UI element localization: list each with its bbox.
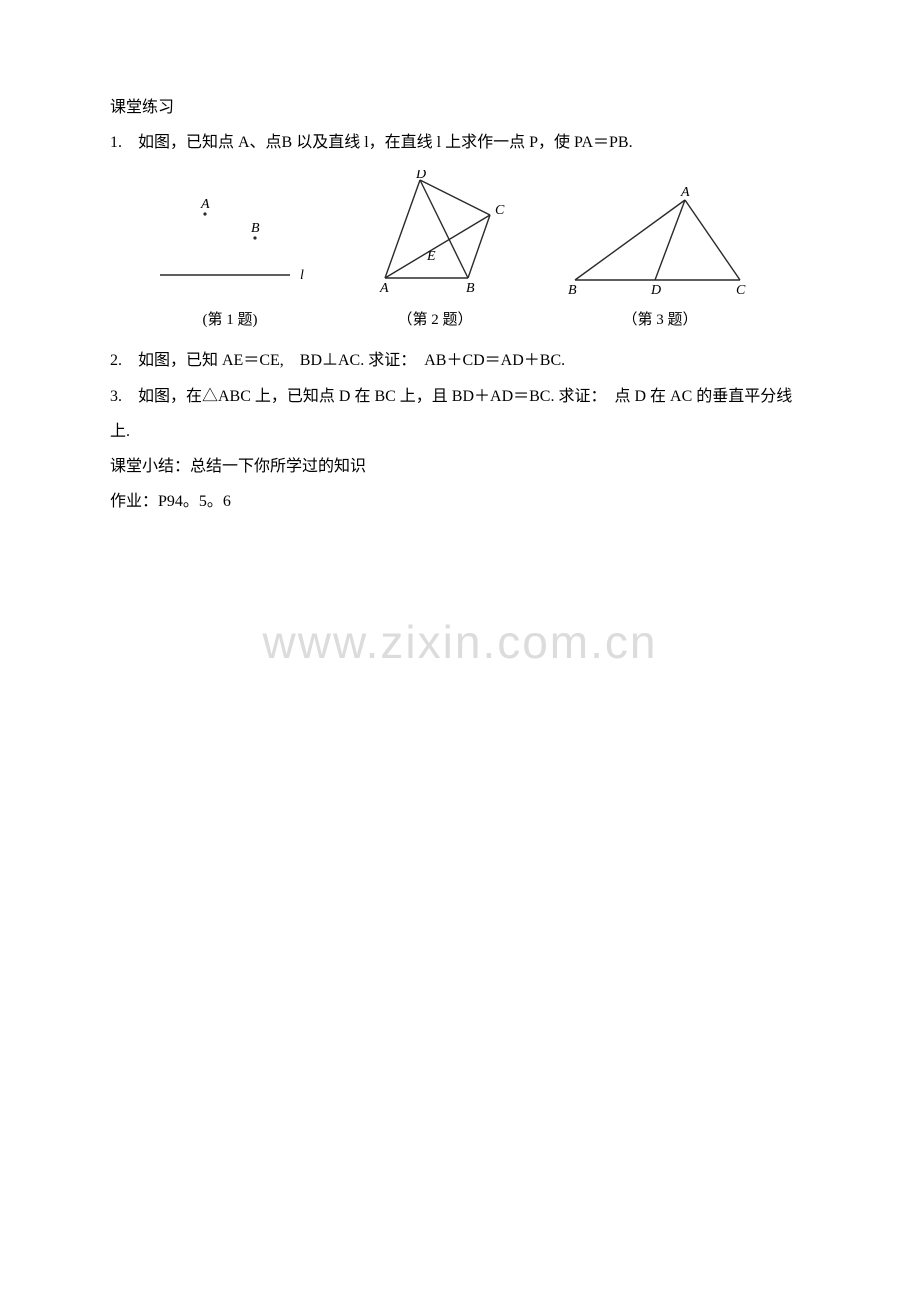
figures-row: l A B (第 1 题) A B C D E: [150, 170, 810, 337]
label-B1: B: [251, 221, 260, 236]
caption-1: (第 1 题): [203, 304, 258, 337]
figure-2: A B C D E （第 2 题）: [340, 170, 530, 337]
label-B3: B: [568, 283, 577, 298]
label-A3: A: [680, 185, 690, 200]
figure-2-svg: A B C D E: [340, 170, 530, 300]
label-l: l: [300, 268, 304, 283]
label-A1: A: [200, 197, 210, 212]
label-C2: C: [495, 203, 505, 218]
label-A2: A: [379, 281, 389, 296]
figure-1-svg: l A B: [150, 180, 310, 300]
caption-3: （第 3 题）: [622, 304, 697, 337]
watermark: www.zixin.com.cn: [0, 615, 920, 669]
caption-2: （第 2 题）: [397, 304, 472, 337]
question-2: 2. 如图，已知 AE＝CE, BD⊥AC. 求证： AB＋CD＝AD＋BC.: [110, 343, 810, 378]
label-D3: D: [650, 283, 661, 298]
question-3: 3. 如图，在△ABC 上，已知点 D 在 BC 上，且 BD＋AD＝BC. 求…: [110, 379, 810, 449]
class-summary: 课堂小结：总结一下你所学过的知识: [110, 449, 810, 484]
section-title: 课堂练习: [110, 90, 810, 125]
label-B2: B: [466, 281, 475, 296]
figure-1: l A B (第 1 题): [150, 180, 310, 337]
label-E2: E: [426, 249, 436, 264]
label-D2: D: [415, 170, 426, 182]
figure-3-svg: A B C D: [560, 180, 760, 300]
label-C3: C: [736, 283, 746, 298]
homework: 作业：P94。5。6: [110, 484, 810, 519]
figure-3: A B C D （第 3 题）: [560, 180, 760, 337]
question-1: 1. 如图，已知点 A、点B 以及直线 l，在直线 l 上求作一点 P，使 PA…: [110, 125, 810, 160]
